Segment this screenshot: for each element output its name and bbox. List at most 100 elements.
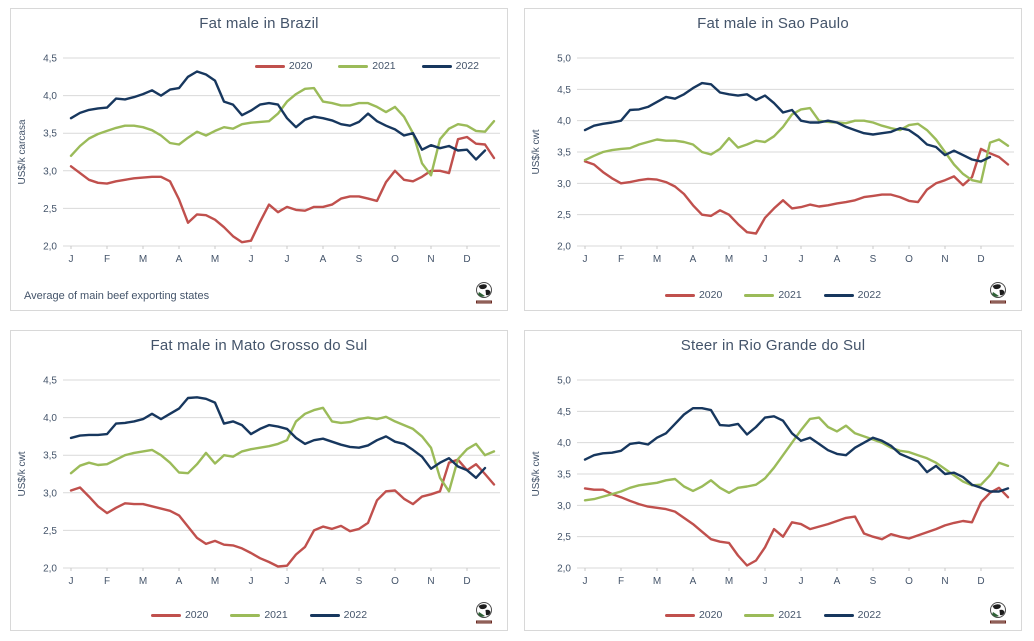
- chart-panel-rio-grande-do-sul: Steer in Rio Grande do Sul 5,0 4,5 4,0 3,5 3…: [524, 330, 1022, 631]
- y-tick-label: 2,0: [43, 564, 57, 575]
- x-tick-label: J: [69, 576, 74, 587]
- legend-label: 2020: [698, 289, 723, 301]
- x-tick-label: J: [799, 254, 804, 265]
- series-line-2021: [583, 106, 1010, 184]
- legend-item-2021: 2021: [744, 609, 802, 621]
- legend-label: 2020: [288, 60, 313, 72]
- legend-swatch-2020: [254, 64, 285, 68]
- chart-footnote: Average of main beef exporting states: [24, 290, 210, 302]
- x-tick-label: D: [977, 576, 984, 587]
- x-tick-label: M: [139, 254, 147, 265]
- y-tick-label: 5,0: [557, 376, 571, 387]
- line-chart: 4,5 4,0 3,5 3,0 2,5 2,0 J F M A M J J A S O N D US$/k cwt: [17, 376, 500, 587]
- y-axis-label: US$/k cwt: [531, 129, 542, 174]
- series-line-2022: [583, 81, 992, 163]
- chart-panel-brazil: Fat male in Brazil 4,5 4,0 3,5 3,0 2,5 2,0 J F M…: [10, 8, 508, 311]
- x-tick-label: O: [905, 254, 913, 265]
- chart-legend: 2020 2021 2022: [254, 60, 479, 72]
- x-tick-label: S: [356, 254, 363, 265]
- legend-label: 2021: [372, 60, 396, 72]
- x-tick-label: A: [690, 254, 697, 265]
- x-tick-label: M: [653, 254, 661, 265]
- x-tick-label: J: [583, 254, 588, 265]
- legend-label: 2022: [857, 609, 882, 621]
- legend-label: 2021: [264, 609, 288, 621]
- series-line-2020: [69, 458, 496, 568]
- x-tick-label: N: [427, 254, 434, 265]
- y-tick-label: 3,5: [43, 129, 57, 140]
- x-tick-label: F: [104, 576, 110, 587]
- globe-icon: [476, 282, 492, 304]
- y-tick-label: 2,5: [43, 204, 57, 215]
- legend-label: 2020: [184, 609, 209, 621]
- x-tick-label: O: [391, 254, 399, 265]
- series-line-2021: [583, 416, 1010, 502]
- x-tick-label: D: [977, 254, 984, 265]
- x-tick-label: F: [618, 254, 624, 265]
- legend-label: 2022: [343, 609, 368, 621]
- y-tick-label: 3,5: [557, 470, 571, 481]
- gridlines: [63, 57, 500, 247]
- y-tick-label: 2,0: [557, 242, 571, 253]
- legend-item-2022: 2022: [309, 609, 368, 621]
- y-axis-label: US$/k cwt: [17, 451, 28, 496]
- chart-title: Fat male in Brazil: [199, 15, 319, 32]
- x-tick-label: J: [583, 576, 588, 587]
- chart-legend: 2020 2021 2022: [11, 609, 507, 621]
- y-tick-label: 4,0: [43, 413, 57, 424]
- series-line-2022: [69, 70, 487, 161]
- x-tick-label: A: [834, 576, 841, 587]
- legend-label: 2020: [698, 609, 723, 621]
- series-line-2022: [69, 396, 487, 480]
- series-line-2020: [69, 135, 496, 244]
- x-tick-label: D: [463, 254, 470, 265]
- legend-item-2020: 2020: [664, 289, 723, 301]
- legend-swatch-2021: [338, 64, 369, 68]
- x-tick-label: A: [320, 254, 327, 265]
- series-line-2020: [583, 486, 1010, 567]
- y-tick-label: 3,5: [557, 148, 571, 159]
- legend-item-2020: 2020: [664, 609, 723, 621]
- series-line-2021: [69, 406, 496, 493]
- legend-swatch-2022: [823, 293, 854, 297]
- legend-swatch-2022: [421, 64, 452, 68]
- y-tick-label: 3,5: [43, 451, 57, 462]
- y-tick-label: 4,5: [557, 407, 571, 418]
- chart-title: Fat male in Sao Paulo: [697, 15, 849, 32]
- x-tick-label: M: [725, 254, 733, 265]
- globe-icon: [990, 602, 1006, 624]
- chart-title: Steer in Rio Grande do Sul: [680, 337, 866, 354]
- x-tick-label: J: [249, 254, 254, 265]
- x-tick-label: O: [905, 576, 913, 587]
- charts-grid: Fat male in Brazil 4,5 4,0 3,5 3,0 2,5 2,0 J F M…: [10, 8, 1034, 631]
- y-tick-label: 3,0: [557, 501, 571, 512]
- x-tick-label: S: [356, 576, 363, 587]
- line-chart: 5,0 4,5 4,0 3,5 3,0 2,5 2,0 J F M A M J J A S O N D US$/k c…: [531, 54, 1014, 265]
- y-tick-label: 5,0: [557, 54, 571, 65]
- x-tick-label: J: [285, 576, 290, 587]
- x-tick-label: M: [211, 254, 219, 265]
- legend-swatch-2020: [664, 293, 695, 297]
- y-tick-label: 4,0: [557, 438, 571, 449]
- globe-icon: [476, 602, 492, 624]
- legend-item-2021: 2021: [744, 289, 802, 301]
- y-tick-label: 4,5: [43, 54, 57, 65]
- legend-item-2021: 2021: [230, 609, 288, 621]
- y-axis-label: US$/k cwt: [531, 451, 542, 496]
- globe-icon: [990, 282, 1006, 304]
- x-tick-label: M: [139, 576, 147, 587]
- x-tick-label: N: [941, 254, 948, 265]
- y-axis-label: US$/k carcasa: [17, 119, 28, 184]
- legend-item-2022: 2022: [823, 289, 881, 301]
- x-tick-label: O: [391, 576, 399, 587]
- x-tick-label: D: [463, 576, 470, 587]
- x-tick-label: J: [763, 254, 768, 265]
- series-line-2021: [69, 86, 496, 177]
- x-tick-label: J: [763, 576, 768, 587]
- legend-label: 2021: [778, 609, 802, 621]
- x-tick-label: N: [427, 576, 434, 587]
- x-tick-label: F: [618, 576, 624, 587]
- chart-panel-mato-grosso-do-sul: Fat male in Mato Grosso do Sul 4,5 4,0 3,5…: [10, 330, 508, 631]
- y-tick-label: 2,5: [43, 526, 57, 537]
- y-tick-label: 4,0: [557, 116, 571, 127]
